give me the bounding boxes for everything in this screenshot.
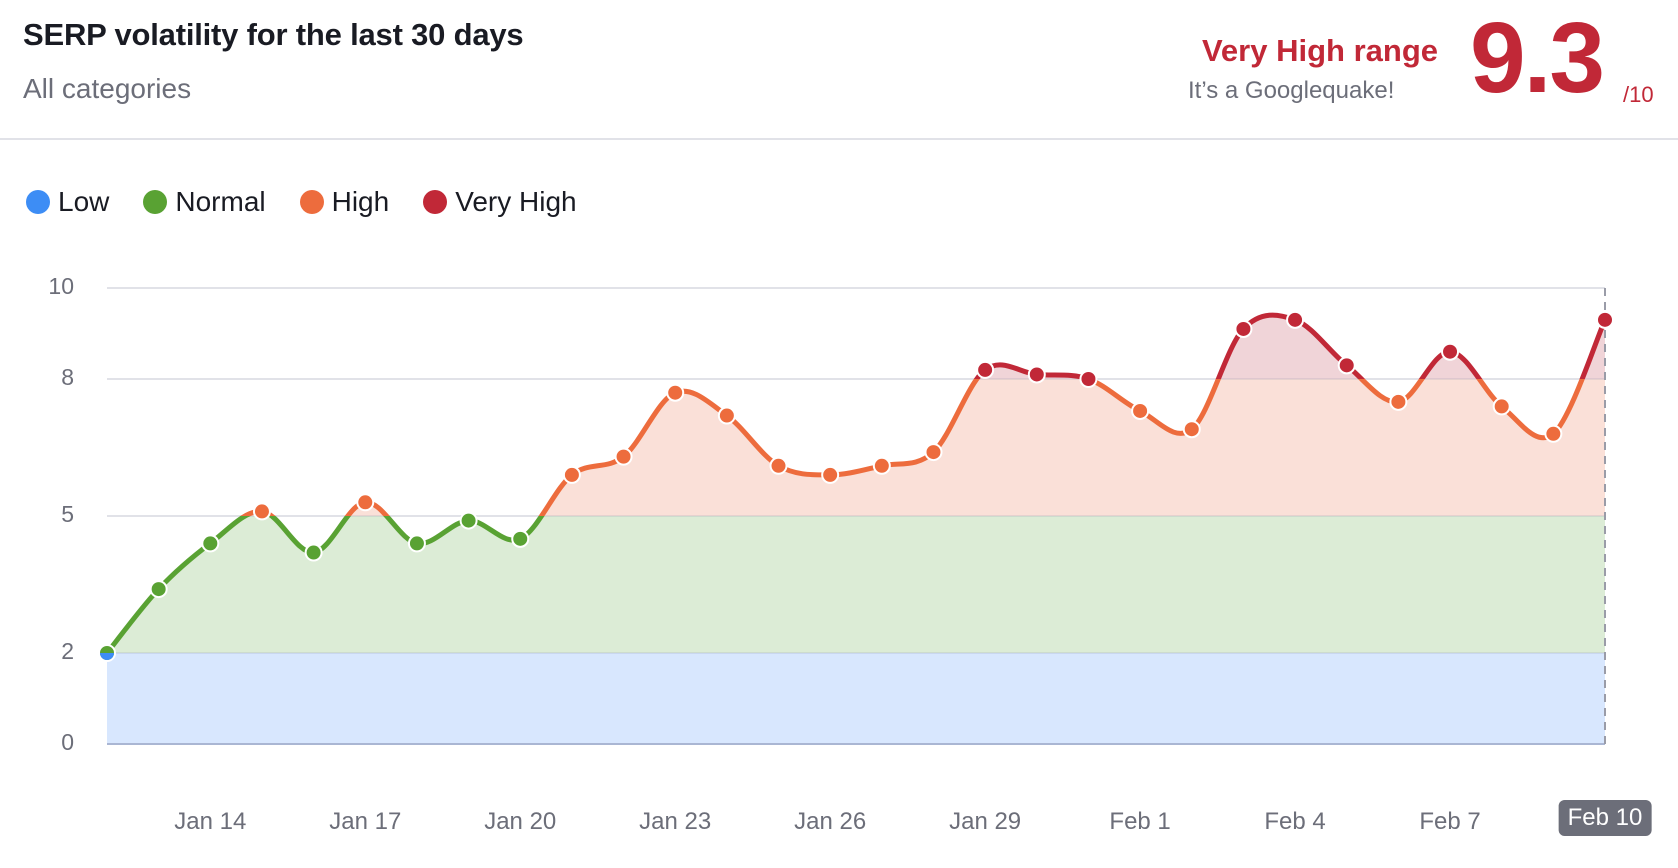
data-point[interactable]: [1389, 392, 1408, 411]
data-point[interactable]: [1441, 342, 1460, 361]
data-point[interactable]: [1492, 397, 1511, 416]
legend-dot-icon: [143, 190, 168, 214]
data-point[interactable]: [717, 406, 736, 425]
x-tick-label: Feb 10: [1558, 800, 1652, 836]
data-point[interactable]: [872, 456, 891, 475]
data-point[interactable]: [201, 534, 220, 553]
data-point[interactable]: [1337, 356, 1356, 375]
y-tick-label: 10: [48, 273, 74, 299]
data-point[interactable]: [1027, 365, 1046, 384]
legend-item-very-high[interactable]: Very High: [423, 186, 577, 218]
data-point[interactable]: [1596, 310, 1614, 329]
x-tick-label: Jan 29: [949, 808, 1022, 835]
data-point[interactable]: [562, 465, 581, 484]
y-tick-label: 8: [61, 364, 74, 390]
x-tick-label: Feb 7: [1419, 808, 1481, 835]
data-point[interactable]: [304, 543, 323, 562]
legend-item-normal[interactable]: Normal: [143, 186, 266, 218]
chart-title: SERP volatility for the last 30 days: [23, 17, 524, 52]
range-label: Very High range: [1201, 33, 1438, 68]
data-point[interactable]: [769, 456, 788, 475]
y-tick-label: 5: [61, 501, 74, 527]
x-tick-label: Jan 17: [329, 808, 402, 835]
data-point[interactable]: [511, 529, 530, 548]
data-point[interactable]: [924, 443, 943, 462]
legend-dot-icon: [26, 190, 50, 214]
x-tick-label: Jan 23: [639, 808, 712, 835]
legend-item-high[interactable]: High: [299, 186, 390, 218]
data-point[interactable]: [976, 360, 995, 379]
legend-label: High: [331, 186, 390, 217]
data-point[interactable]: [149, 580, 168, 599]
data-point[interactable]: [1131, 401, 1150, 420]
data-point[interactable]: [666, 383, 685, 402]
legend-label: Low: [58, 186, 110, 217]
data-point[interactable]: [1079, 370, 1098, 388]
data-point[interactable]: [1286, 310, 1305, 329]
data-point[interactable]: [1234, 319, 1253, 338]
score-max: /10: [1623, 82, 1654, 107]
legend-dot-icon: [423, 190, 448, 214]
chart-subtitle: All categories: [23, 73, 192, 104]
y-tick-label: 2: [61, 638, 74, 664]
legend-label: Very High: [455, 186, 577, 217]
y-tick-label: 0: [61, 729, 74, 755]
data-point[interactable]: [614, 447, 633, 466]
legend-dot-icon: [299, 190, 324, 214]
data-point[interactable]: [407, 534, 426, 553]
x-tick-label: Feb 4: [1264, 808, 1326, 835]
x-tick-label: Feb 1: [1109, 808, 1171, 835]
x-tick-label: Jan 20: [484, 808, 557, 835]
data-point[interactable]: [356, 493, 375, 512]
data-point[interactable]: [459, 511, 478, 530]
data-point[interactable]: [1182, 420, 1201, 439]
legend-item-low[interactable]: Low: [26, 186, 109, 218]
volatility-score: 9.3: [1470, 2, 1605, 114]
data-point[interactable]: [252, 502, 271, 521]
data-point[interactable]: [1544, 424, 1563, 443]
range-description: It’s a Googlequake!: [1188, 77, 1395, 104]
x-tick-label: Jan 26: [794, 808, 867, 835]
chart-header: SERP volatility for the last 30 days All…: [0, 0, 1678, 140]
legend-label: Normal: [175, 186, 266, 217]
x-tick-label: Jan 14: [174, 808, 247, 835]
data-point[interactable]: [821, 465, 840, 484]
chart-legend: Low Normal High Very High: [26, 186, 577, 218]
